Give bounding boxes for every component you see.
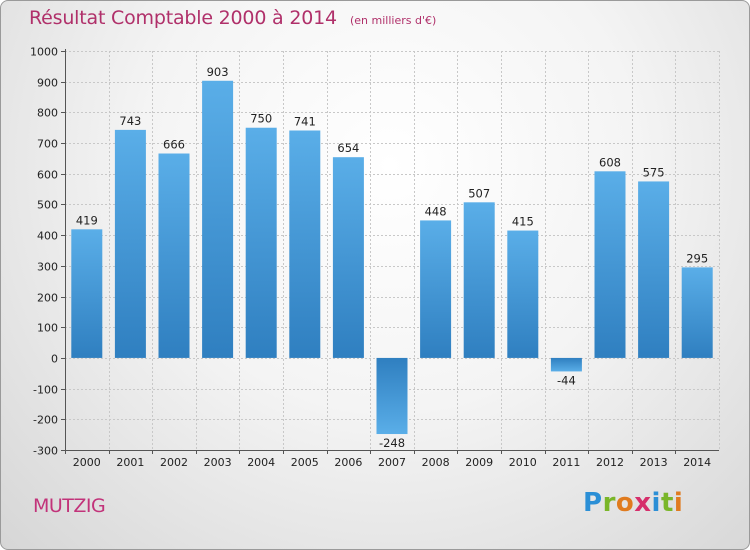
data-label-2008: 448 [425,204,447,218]
logo-letter: o [615,488,635,518]
bar-2011 [550,357,582,372]
data-label-2010: 415 [512,215,534,229]
y-tick-label: 1000 [30,46,58,59]
data-label-2014: 295 [686,251,708,265]
y-tick-label: 600 [37,169,58,182]
y-tick-label: 300 [37,261,58,274]
bar-2002 [158,153,190,358]
x-tick-label: 2002 [160,456,188,469]
axes: 10009008007006005004003002001000-100-200… [30,46,719,469]
x-tick-label: 2000 [73,456,101,469]
bar-2004 [245,127,277,358]
bar-2012 [594,171,626,358]
y-tick-label: -300 [33,445,58,458]
x-tick-label: 2001 [116,456,144,469]
bar-2006 [332,157,364,358]
chart-title-line: Résultat Comptable 2000 à 2014 (en milli… [29,7,436,29]
x-tick-label: 2009 [465,456,493,469]
x-tick-label: 2007 [378,456,406,469]
x-tick-label: 2003 [204,456,232,469]
data-labels: 419 743 666 903 750 741 654 -248 448 507 415 -44 608… [76,65,708,450]
x-tick-label: 2005 [291,456,319,469]
data-label-2009: 507 [468,186,490,200]
bar-2010 [507,230,539,358]
bar-2003 [202,80,234,358]
data-label-2004: 750 [250,112,272,126]
x-tick-label: 2014 [683,456,711,469]
x-tick-label: 2011 [552,456,580,469]
data-label-2000: 419 [76,213,98,227]
bar-2005 [289,130,321,358]
y-tick-label: -200 [33,414,58,427]
bar-2013 [638,181,670,358]
data-label-2002: 666 [163,138,185,152]
logo-letter: i [651,488,661,518]
data-label-2012: 608 [599,155,621,169]
data-label-2001: 743 [119,114,141,128]
bar-2000 [71,229,103,358]
y-tick-label: -100 [33,384,58,397]
data-label-2003: 903 [207,65,229,79]
x-tick-label: 2006 [334,456,362,469]
bar-2008 [420,220,452,358]
data-label-2006: 654 [337,141,359,155]
bar-2014 [681,267,713,358]
bar-2007 [376,357,408,435]
y-tick-label: 800 [37,107,58,120]
y-tick-label: 200 [37,292,58,305]
y-tick-label: 400 [37,230,58,243]
location-name: MUTZIG [33,495,106,517]
data-label-2007: -248 [379,436,405,450]
x-tick-label: 2010 [509,456,537,469]
y-tick-label: 900 [37,77,58,90]
y-tick-label: 500 [37,199,58,212]
logo-letter: x [634,488,652,518]
y-tick-label: 100 [37,322,58,335]
logo-letter: r [602,488,616,518]
logo-letter: i [673,488,684,518]
data-label-2011: -44 [557,373,576,387]
x-tick-label: 2013 [640,456,668,469]
bars [71,80,713,435]
x-tick-label: 2008 [422,456,450,469]
data-label-2013: 575 [643,165,665,179]
x-tick-label: 2004 [247,456,275,469]
chart-title: Résultat Comptable 2000 à 2014 [29,7,337,29]
x-tick-label: 2012 [596,456,624,469]
y-tick-label: 700 [37,138,58,151]
chart-subtitle: (en milliers d'€) [349,14,437,27]
logo-letter: P [583,488,603,518]
data-label-2005: 741 [294,114,316,128]
bar-2009 [463,202,495,358]
bar-2001 [114,129,146,358]
proxiti-logo[interactable]: Proxiti [583,488,683,518]
y-tick-label: 0 [51,353,58,366]
logo-letter: t [660,488,674,518]
